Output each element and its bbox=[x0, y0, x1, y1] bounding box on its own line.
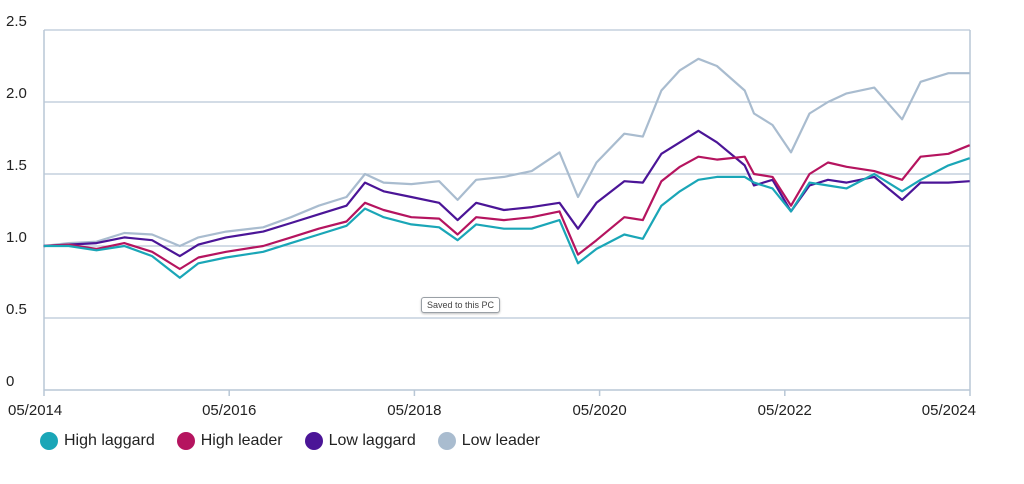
series-line-high-leader bbox=[43, 144, 971, 271]
legend-item-low-leader[interactable]: Low leader bbox=[437, 432, 541, 450]
legend-swatch-icon bbox=[40, 432, 58, 450]
line-chart: 00.51.01.52.02.5 05/2014 05/2016 05/2018 05… bbox=[6, 13, 976, 419]
x-tick-label: 05/2016 bbox=[202, 402, 256, 419]
legend-item-high-laggard[interactable]: High laggard bbox=[40, 432, 155, 450]
saved-tooltip: Saved to this PC bbox=[421, 297, 501, 313]
y-tick-label: 0.5 bbox=[6, 301, 27, 318]
legend: High laggard High leader Low laggard Low… bbox=[40, 432, 540, 450]
legend-label: Low laggard bbox=[328, 432, 416, 449]
y-tick-label: 1.5 bbox=[6, 157, 27, 174]
y-tick-label: 1.0 bbox=[6, 229, 27, 246]
x-axis-ticks: 05/2014 05/2016 05/2018 05/2020 05/2022 05/20… bbox=[8, 390, 976, 419]
legend-label: High leader bbox=[200, 432, 283, 449]
series-line-low-leader bbox=[43, 57, 970, 248]
x-tick-label: 05/2018 bbox=[387, 402, 441, 419]
legend-swatch-icon bbox=[437, 432, 456, 450]
y-tick-label: 0 bbox=[6, 373, 14, 390]
series-line-high-laggard bbox=[43, 157, 971, 279]
y-tick-label: 2.5 bbox=[6, 13, 27, 30]
x-tick-label: 05/2024 bbox=[922, 402, 976, 419]
y-tick-label: 2.0 bbox=[6, 85, 27, 102]
x-tick-label: 05/2020 bbox=[572, 402, 626, 419]
legend-label: Low leader bbox=[461, 432, 541, 449]
legend-swatch-icon bbox=[176, 432, 195, 450]
legend-swatch-icon bbox=[304, 432, 323, 450]
series-lines bbox=[43, 57, 971, 279]
x-tick-label: 05/2022 bbox=[758, 402, 812, 419]
grid-lines bbox=[43, 29, 971, 391]
x-tick-label: 05/2014 bbox=[8, 402, 62, 419]
legend-item-high-leader[interactable]: High leader bbox=[176, 432, 283, 450]
legend-label: High laggard bbox=[64, 432, 155, 449]
series-line-low-laggard bbox=[43, 129, 970, 258]
legend-item-low-laggard[interactable]: Low laggard bbox=[304, 432, 416, 450]
y-axis-ticks: 0 0.5 1.0 1.5 2.0 2.5 bbox=[6, 13, 27, 390]
